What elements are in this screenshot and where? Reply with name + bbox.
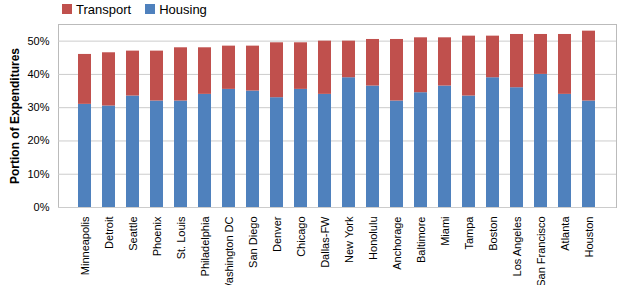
html-text:Transport: Transport: [76, 1, 132, 17]
svg-text:Anchorage: Anchorage: [391, 217, 403, 270]
svg-text:San Diego: San Diego: [247, 217, 259, 268]
svg-text:Denver: Denver: [271, 216, 283, 252]
svg-text:Houston: Houston: [583, 217, 595, 258]
svg-text:Detroit: Detroit: [103, 217, 115, 249]
svg-text:Washington DC: Washington DC: [223, 216, 235, 285]
svg-text:Tampa: Tampa: [463, 216, 475, 250]
svg-text:Phoenix: Phoenix: [151, 216, 163, 256]
svg-text:20%: 20%: [27, 134, 49, 146]
svg-text:10%: 10%: [27, 168, 49, 180]
svg-text:50%: 50%: [27, 35, 49, 47]
html-text:Housing: Housing: [159, 1, 207, 17]
svg-text:St. Louis: St. Louis: [175, 216, 187, 259]
svg-text:Boston: Boston: [487, 217, 499, 251]
svg-text:Atlanta: Atlanta: [559, 216, 571, 251]
svg-text:30%: 30%: [27, 101, 49, 113]
svg-text:Dallas-FW: Dallas-FW: [319, 216, 331, 268]
svg-text:Seattle: Seattle: [127, 217, 139, 251]
svg-text:Los Angeles: Los Angeles: [511, 216, 523, 276]
svg-text:40%: 40%: [27, 68, 49, 80]
svg-text:New York: New York: [343, 216, 355, 263]
svg-text:Philadelphia: Philadelphia: [199, 216, 211, 277]
svg-text:Portion of Expenditures: Portion of Expenditures: [8, 48, 22, 184]
svg-text:San Francisco: San Francisco: [535, 217, 547, 285]
svg-text:Chicago: Chicago: [295, 217, 307, 257]
svg-text:Miami: Miami: [439, 217, 451, 246]
svg-text:Honolulu: Honolulu: [367, 217, 379, 260]
svg-text:Minneapolis: Minneapolis: [79, 216, 91, 275]
svg-text:Baltimore: Baltimore: [415, 217, 427, 263]
svg-text:0%: 0%: [34, 201, 50, 213]
